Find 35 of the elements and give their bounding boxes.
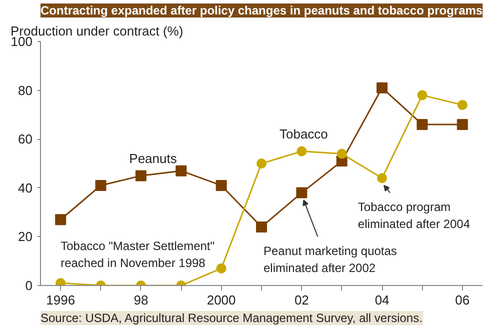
x-tick-label: 04 bbox=[374, 292, 390, 308]
source-note: Source: USDA, Agricultural Resource Management Survey, all versions. bbox=[40, 311, 422, 325]
point bbox=[55, 214, 66, 226]
series-label: Peanuts bbox=[129, 150, 178, 166]
y-tick-label: 80 bbox=[18, 82, 33, 98]
point bbox=[336, 148, 347, 159]
point bbox=[417, 90, 428, 100]
point bbox=[176, 165, 187, 176]
x-tick-label: 98 bbox=[134, 292, 148, 308]
y-tick-label: 0 bbox=[25, 278, 33, 293]
point bbox=[256, 221, 267, 232]
y-tick-label: 60 bbox=[18, 132, 33, 147]
point bbox=[135, 170, 146, 182]
series-label: Tobacco bbox=[279, 126, 328, 142]
chart-title: Contracting expanded after policy changes in peanuts and tobacco programs bbox=[40, 4, 483, 18]
x-tick-label: 06 bbox=[455, 292, 470, 308]
x-tick-label: 2000 bbox=[206, 292, 236, 308]
point bbox=[256, 158, 266, 168]
point bbox=[95, 180, 106, 191]
point bbox=[377, 173, 388, 184]
point bbox=[296, 187, 308, 198]
point bbox=[376, 82, 388, 94]
point bbox=[296, 146, 307, 156]
point bbox=[216, 263, 226, 274]
x-tick-label: 1996 bbox=[46, 292, 76, 308]
point bbox=[216, 180, 227, 191]
point bbox=[457, 100, 468, 110]
x-tick-label: 02 bbox=[294, 292, 309, 308]
annotation: Peanut marketing quotas eliminated after 2002 bbox=[264, 244, 397, 275]
y-tick-label: 40 bbox=[18, 180, 33, 196]
annotation: Tobacco program eliminated after 2004 bbox=[358, 200, 470, 231]
point bbox=[456, 118, 468, 130]
y-tick-label: 20 bbox=[18, 229, 33, 244]
point bbox=[416, 118, 428, 130]
annotation: Tobacco "Master Settlement" reached in November 1998 bbox=[60, 239, 215, 270]
